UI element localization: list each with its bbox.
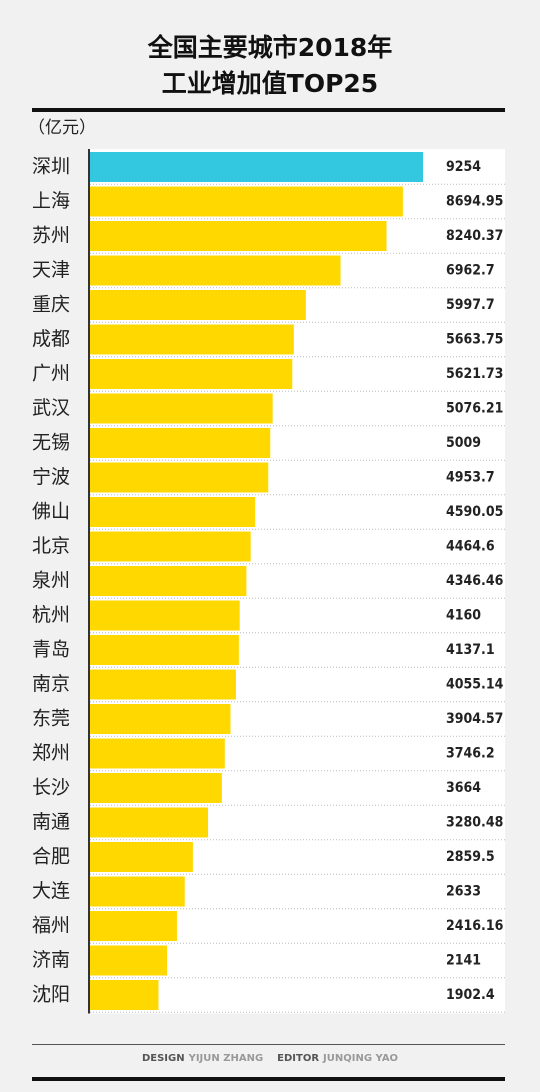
bar bbox=[90, 462, 269, 493]
category-label: 青岛 bbox=[32, 639, 70, 661]
category-label: 郑州 bbox=[32, 742, 70, 764]
value-label: 6962.7 bbox=[446, 263, 495, 279]
bar bbox=[90, 600, 240, 631]
category-label: 福州 bbox=[32, 915, 70, 937]
value-label: 3664 bbox=[446, 780, 481, 796]
footer-text: DESIGN bbox=[142, 1053, 185, 1064]
value-label: 2141 bbox=[446, 953, 481, 969]
bar bbox=[90, 842, 193, 872]
category-label: 大连 bbox=[32, 880, 70, 902]
category-label: 重庆 bbox=[32, 294, 70, 316]
category-label: 合肥 bbox=[32, 846, 70, 868]
bar bbox=[90, 359, 293, 389]
value-label: 1902.4 bbox=[446, 987, 495, 1003]
footer: DESIGN YIJUN ZHANG EDITOR JUNQING YAO bbox=[142, 1053, 398, 1064]
value-label: 2416.16 bbox=[446, 918, 504, 934]
rule bbox=[32, 1044, 505, 1045]
rule bbox=[32, 108, 505, 112]
rule bbox=[32, 1077, 505, 1081]
category-label: 深圳 bbox=[32, 156, 70, 178]
chart-title: 全国主要城市2018年 bbox=[147, 33, 393, 62]
category-label: 宁波 bbox=[32, 466, 70, 488]
value-label: 4953.7 bbox=[446, 470, 495, 486]
footer-text: YIJUN ZHANG bbox=[188, 1053, 264, 1064]
value-label: 4055.14 bbox=[446, 677, 504, 693]
value-label: 3904.57 bbox=[446, 711, 503, 727]
bar bbox=[90, 497, 256, 527]
bar bbox=[90, 704, 231, 734]
value-label: 5009 bbox=[446, 435, 481, 451]
footer-text: EDITOR bbox=[277, 1053, 319, 1064]
category-label: 天津 bbox=[32, 259, 70, 281]
bar bbox=[90, 566, 247, 596]
category-label: 长沙 bbox=[32, 777, 70, 799]
value-label: 8694.95 bbox=[446, 194, 503, 210]
category-label: 东莞 bbox=[32, 708, 70, 730]
category-label: 无锡 bbox=[32, 432, 70, 454]
category-label: 泉州 bbox=[32, 570, 70, 592]
value-label: 4346.46 bbox=[446, 573, 504, 589]
value-label: 4160 bbox=[446, 608, 481, 624]
value-label: 5076.21 bbox=[446, 401, 503, 417]
value-label: 5663.75 bbox=[446, 332, 503, 348]
category-label: 苏州 bbox=[32, 225, 70, 247]
category-label: 上海 bbox=[32, 190, 70, 212]
bar bbox=[90, 945, 168, 976]
bar bbox=[90, 876, 185, 907]
category-label: 广州 bbox=[32, 363, 70, 385]
category-label: 济南 bbox=[32, 949, 70, 971]
value-label: 2633 bbox=[446, 884, 481, 900]
bar bbox=[90, 428, 271, 458]
category-label: 南京 bbox=[32, 673, 70, 695]
chart-title: 工业增加值TOP25 bbox=[162, 69, 378, 98]
bar bbox=[90, 911, 177, 941]
bar bbox=[90, 669, 236, 700]
bar bbox=[90, 635, 239, 665]
bar bbox=[90, 186, 403, 217]
value-label: 3746.2 bbox=[446, 746, 495, 762]
value-label: 5997.7 bbox=[446, 297, 495, 313]
value-label: 2859.5 bbox=[446, 849, 495, 865]
bar bbox=[90, 221, 387, 251]
value-label: 4137.1 bbox=[446, 642, 495, 658]
footer-text: JUNQING YAO bbox=[322, 1053, 398, 1064]
bar bbox=[90, 531, 251, 562]
bar bbox=[90, 290, 306, 320]
value-label: 8240.37 bbox=[446, 228, 503, 244]
bar bbox=[90, 324, 294, 355]
category-label: 武汉 bbox=[32, 397, 70, 419]
category-label: 北京 bbox=[32, 535, 70, 557]
bar bbox=[90, 738, 225, 769]
bar bbox=[90, 152, 423, 182]
bar bbox=[90, 807, 209, 838]
unit-label: （亿元） bbox=[28, 118, 96, 138]
value-label: 4464.6 bbox=[446, 539, 495, 555]
value-label: 5621.73 bbox=[446, 366, 503, 382]
value-label: 3280.48 bbox=[446, 815, 503, 831]
bar bbox=[90, 773, 222, 803]
category-label: 杭州 bbox=[32, 604, 70, 626]
value-label: 4590.05 bbox=[446, 504, 503, 520]
category-label: 成都 bbox=[32, 328, 70, 350]
bar bbox=[90, 255, 341, 286]
bar bbox=[90, 980, 159, 1010]
category-label: 沈阳 bbox=[32, 984, 70, 1006]
category-label: 佛山 bbox=[32, 501, 70, 523]
category-label: 南通 bbox=[32, 811, 70, 833]
value-label: 9254 bbox=[446, 159, 481, 175]
bar bbox=[90, 393, 273, 424]
